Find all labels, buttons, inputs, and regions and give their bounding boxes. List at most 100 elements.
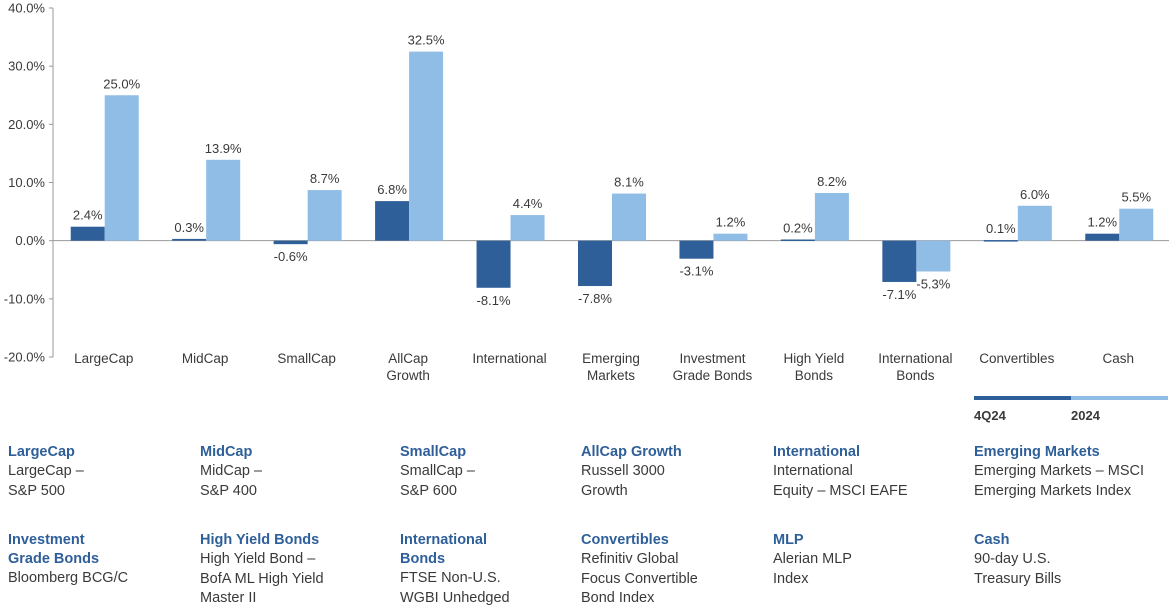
definition-description: WGBI Unhedged bbox=[400, 589, 510, 606]
bar-2024 bbox=[916, 240, 951, 272]
legend-item-4q24: 4Q24 bbox=[974, 396, 1071, 423]
legend-label-2024: 2024 bbox=[1071, 408, 1100, 423]
bar-4q24 bbox=[476, 240, 511, 288]
bar-2024 bbox=[1017, 205, 1052, 241]
bar-4q24 bbox=[273, 240, 308, 245]
bar-2024 bbox=[612, 193, 646, 241]
bar-2024 bbox=[1119, 208, 1154, 241]
definition-description: Focus Convertible bbox=[581, 570, 698, 587]
y-tick-label: 10.0% bbox=[8, 175, 45, 190]
bar-4q24 bbox=[780, 239, 815, 242]
data-label: 6.8% bbox=[377, 182, 407, 197]
bar-2024 bbox=[814, 192, 849, 241]
definition-description: 90-day U.S. bbox=[974, 551, 1051, 567]
definition-title: Grade Bonds bbox=[8, 551, 100, 567]
bar-4q24 bbox=[679, 240, 714, 259]
definition-item: Investment Grade Bonds Bloomberg BCG/C bbox=[8, 531, 198, 589]
data-label: 0.2% bbox=[783, 221, 813, 236]
data-label: 32.5% bbox=[408, 33, 445, 48]
data-label: 5.5% bbox=[1121, 190, 1151, 205]
legend-swatch-4q24 bbox=[974, 396, 1071, 400]
bar-2024 bbox=[206, 159, 241, 241]
definition-title: SmallCap bbox=[400, 444, 467, 460]
definition-description: Growth bbox=[581, 482, 628, 499]
bar-4q24 bbox=[375, 201, 410, 241]
y-tick-label: 20.0% bbox=[8, 117, 45, 132]
definition-description: S&P 400 bbox=[200, 482, 257, 499]
definition-title: International bbox=[773, 444, 861, 460]
data-label: -8.1% bbox=[477, 293, 511, 308]
x-tick-label: Bonds bbox=[896, 368, 935, 383]
data-label: 8.7% bbox=[310, 171, 340, 186]
bar-2024 bbox=[713, 233, 748, 241]
definition-item: High Yield Bonds High Yield Bond – BofA ML… bbox=[200, 531, 390, 609]
legend-label-4q24: 4Q24 bbox=[974, 408, 1006, 423]
definition-title: Bonds bbox=[400, 551, 446, 567]
definition-item: Cash 90-day U.S. Treasury Bills bbox=[974, 531, 1164, 589]
y-tick-label: 40.0% bbox=[8, 1, 45, 16]
definition-description: S&P 500 bbox=[8, 482, 65, 499]
definition-title: MidCap bbox=[200, 444, 253, 460]
bar-4q24 bbox=[172, 238, 207, 241]
x-tick-label: International bbox=[472, 351, 546, 366]
data-label: -0.6% bbox=[274, 249, 308, 264]
x-tick-label: Emerging bbox=[582, 351, 640, 366]
definition-description: LargeCap – bbox=[8, 463, 84, 479]
definition-description: Emerging Markets – MSCI bbox=[974, 463, 1145, 479]
definition-description: Treasury Bills bbox=[974, 570, 1062, 587]
definition-description: High Yield Bond – bbox=[200, 551, 316, 567]
definition-title: AllCap Growth bbox=[581, 444, 682, 460]
definition-description: S&P 600 bbox=[400, 482, 457, 499]
definition-item: MidCap MidCap – S&P 400 bbox=[200, 443, 390, 501]
definition-title: High Yield Bonds bbox=[200, 532, 320, 548]
definition-description: Master II bbox=[200, 590, 257, 606]
definition-description: SmallCap – bbox=[400, 463, 475, 479]
legend-item-2024: 2024 bbox=[1071, 396, 1168, 423]
definition-description: Russell 3000 bbox=[581, 463, 665, 479]
definition-description: Alerian MLP bbox=[773, 551, 852, 567]
x-tick-label: Growth bbox=[386, 368, 430, 383]
definition-title: Cash bbox=[974, 532, 1010, 548]
y-tick-label: 0.0% bbox=[15, 233, 45, 248]
x-tick-label: Bonds bbox=[795, 368, 834, 383]
data-label: 0.1% bbox=[986, 221, 1016, 236]
definition-description: FTSE Non-U.S. bbox=[400, 570, 501, 586]
definition-description: Equity – MSCI EAFE bbox=[773, 482, 908, 499]
x-tick-label: High Yield bbox=[784, 351, 845, 366]
x-tick-label: LargeCap bbox=[74, 351, 133, 366]
definition-item: Convertibles Refinitiv Global Focus Conver… bbox=[581, 531, 771, 609]
x-tick-label: Grade Bonds bbox=[673, 368, 753, 383]
bar-2024 bbox=[307, 190, 342, 241]
definition-description: BofA ML High Yield bbox=[200, 570, 324, 587]
y-tick-label: 30.0% bbox=[8, 59, 45, 74]
x-tick-label: MidCap bbox=[182, 351, 229, 366]
x-tick-label: Convertibles bbox=[979, 351, 1054, 366]
bar-2024 bbox=[409, 51, 444, 241]
data-label: 8.1% bbox=[614, 175, 644, 190]
bar-4q24 bbox=[70, 226, 105, 241]
definition-title: Emerging Markets bbox=[974, 444, 1100, 460]
y-tick-label: -20.0% bbox=[4, 350, 46, 365]
data-label: 1.2% bbox=[1087, 215, 1117, 230]
x-tick-label: Investment bbox=[679, 351, 745, 366]
definition-title: International bbox=[400, 532, 488, 548]
definition-description: International bbox=[773, 463, 853, 479]
chart-legend: 4Q24 2024 bbox=[974, 396, 1168, 426]
definition-title: Investment bbox=[8, 532, 85, 548]
data-label: -7.8% bbox=[578, 291, 612, 306]
definition-description: Refinitiv Global bbox=[581, 551, 679, 567]
bar-4q24 bbox=[882, 240, 917, 282]
bar-4q24 bbox=[578, 240, 612, 287]
definition-title: MLP bbox=[773, 532, 804, 548]
data-label: -7.1% bbox=[882, 287, 916, 302]
definition-description: Bloomberg BCG/C bbox=[8, 570, 129, 586]
data-label: 1.2% bbox=[716, 215, 746, 230]
definition-description: MidCap – bbox=[200, 463, 263, 479]
definition-item: SmallCap SmallCap – S&P 600 bbox=[400, 443, 590, 501]
definition-item: International Bonds FTSE Non-U.S. WGBI Unhe… bbox=[400, 531, 590, 608]
x-tick-label: SmallCap bbox=[277, 351, 336, 366]
x-tick-label: International bbox=[878, 351, 952, 366]
definition-item: International International Equity – MSCI … bbox=[773, 443, 963, 501]
definition-description: Bond Index bbox=[581, 590, 655, 606]
data-label: -3.1% bbox=[679, 264, 713, 279]
